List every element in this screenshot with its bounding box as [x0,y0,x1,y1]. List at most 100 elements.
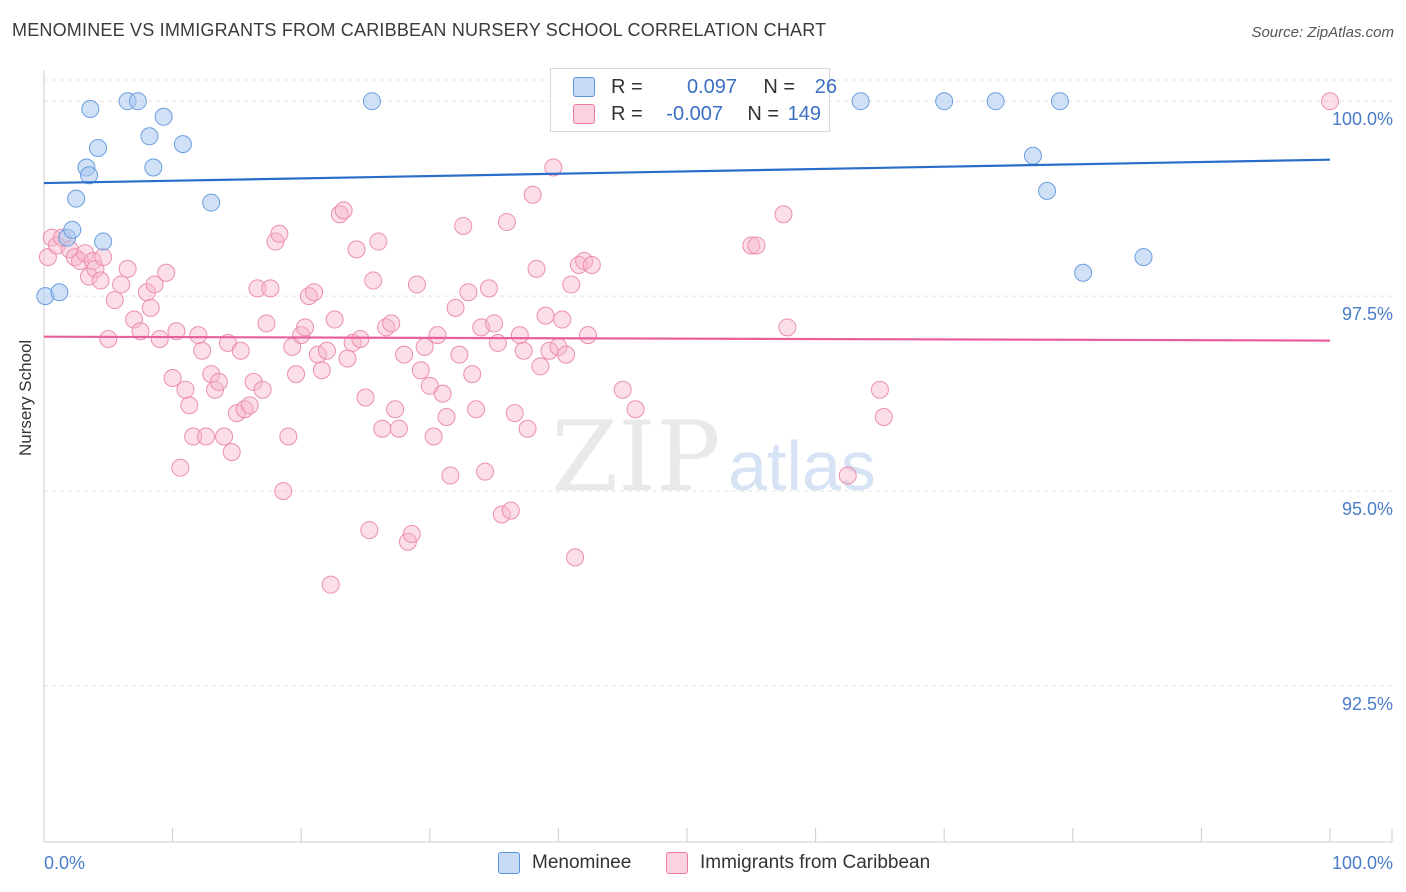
data-point-caribbean [157,263,176,282]
watermark-zip: ZIP [551,401,720,513]
data-point-caribbean [163,369,182,388]
data-point-caribbean [485,314,504,333]
data-point-caribbean [193,341,212,360]
legend-r-value: -0.007 [666,102,723,125]
data-point-caribbean [518,419,537,438]
data-point-caribbean [402,524,421,543]
data-point-caribbean [167,322,186,341]
data-point-caribbean [544,158,563,177]
data-point-menominee [50,283,69,302]
data-point-caribbean [257,314,276,333]
data-point-caribbean [874,408,893,427]
data-point-caribbean [613,380,632,399]
data-point-caribbean [523,185,542,204]
data-point-caribbean [150,330,169,349]
legend-n-value: 26 [814,75,837,98]
data-point-menominee [128,92,147,111]
data-point-caribbean [527,259,546,278]
data-point-caribbean [112,275,131,294]
data-point-caribbean [497,213,516,232]
data-point-caribbean [317,341,336,360]
legend-r-label: R = [611,102,643,125]
data-point-caribbean [356,388,375,407]
data-point-menominee [140,127,159,146]
data-point-caribbean [105,291,124,310]
data-point-caribbean [91,271,110,290]
data-point-menominee [935,92,954,111]
data-point-caribbean [578,326,597,345]
data-point-caribbean [180,396,199,415]
data-point-caribbean [582,255,601,274]
legend-n-label: N = [747,102,779,125]
y-tick-label: 92.5% [1342,694,1393,714]
legend-swatch-caribbean [666,852,688,874]
data-point-caribbean [222,443,241,462]
data-point-caribbean [742,236,761,255]
data-point-caribbean [386,400,405,419]
data-point-caribbean [514,341,533,360]
legend-n-label: N = [763,75,795,98]
data-point-menominee [144,158,163,177]
data-point-menominee [986,92,1005,111]
data-point-caribbean [231,341,250,360]
data-point-caribbean [364,271,383,290]
data-point-caribbean [141,298,160,317]
x-tick-label: 0.0% [44,853,85,873]
data-point-caribbean [145,275,164,294]
data-point-caribbean [99,330,118,349]
data-point-caribbean [296,318,315,337]
data-point-caribbean [261,279,280,298]
data-point-caribbean [870,380,889,399]
legend-n-value: 149 [787,102,821,125]
data-point-menominee [851,92,870,111]
data-point-caribbean [441,466,460,485]
data-point-caribbean [501,501,520,520]
data-point-caribbean [424,427,443,446]
y-tick-label: 95.0% [1342,499,1393,519]
data-point-caribbean [450,345,469,364]
data-point-caribbean [454,216,473,235]
data-point-caribbean [838,466,857,485]
data-point-caribbean [248,279,267,298]
data-point-caribbean [360,521,379,540]
legend-item-menominee[interactable]: Menominee [498,852,631,874]
data-point-caribbean [125,310,144,329]
data-point-caribbean [171,458,190,477]
data-point-caribbean [240,396,259,415]
data-point-caribbean [566,548,585,567]
legend-swatch-menominee [498,852,520,874]
data-point-caribbean [253,380,272,399]
data-point-caribbean [433,384,452,403]
data-point-menominee [1050,92,1069,111]
data-point-caribbean [778,318,797,337]
data-point-caribbean [536,306,555,325]
y-tick-label: 100.0% [1332,109,1393,129]
data-point-caribbean [305,283,324,302]
bottom-legend: Menominee Immigrants from Caribbean [0,852,1406,878]
data-point-caribbean [76,244,95,263]
data-point-caribbean [510,326,529,345]
data-point-caribbean [492,505,511,524]
data-point-caribbean [287,365,306,384]
data-point-caribbean [338,349,357,368]
data-point-caribbean [626,400,645,419]
source-label: Source: ZipAtlas.com [1251,24,1394,41]
data-point-caribbean [321,575,340,594]
data-point-caribbean [774,205,793,224]
watermark-atlas: atlas [728,427,876,505]
legend-item-caribbean[interactable]: Immigrants from Caribbean [666,852,930,874]
data-point-caribbean [1321,92,1339,111]
data-point-caribbean [428,326,447,345]
data-point-caribbean [557,345,576,364]
data-point-caribbean [325,310,344,329]
data-point-menominee [67,189,86,208]
data-point-menominee [1023,146,1042,165]
data-point-caribbean [463,365,482,384]
data-point-menominee [94,232,113,251]
data-point-menominee [362,92,381,111]
data-point-caribbean [334,201,353,220]
data-point-caribbean [479,279,498,298]
chart-title: MENOMINEE VS IMMIGRANTS FROM CARIBBEAN N… [12,20,827,40]
legend-r-value: 0.097 [686,75,737,98]
